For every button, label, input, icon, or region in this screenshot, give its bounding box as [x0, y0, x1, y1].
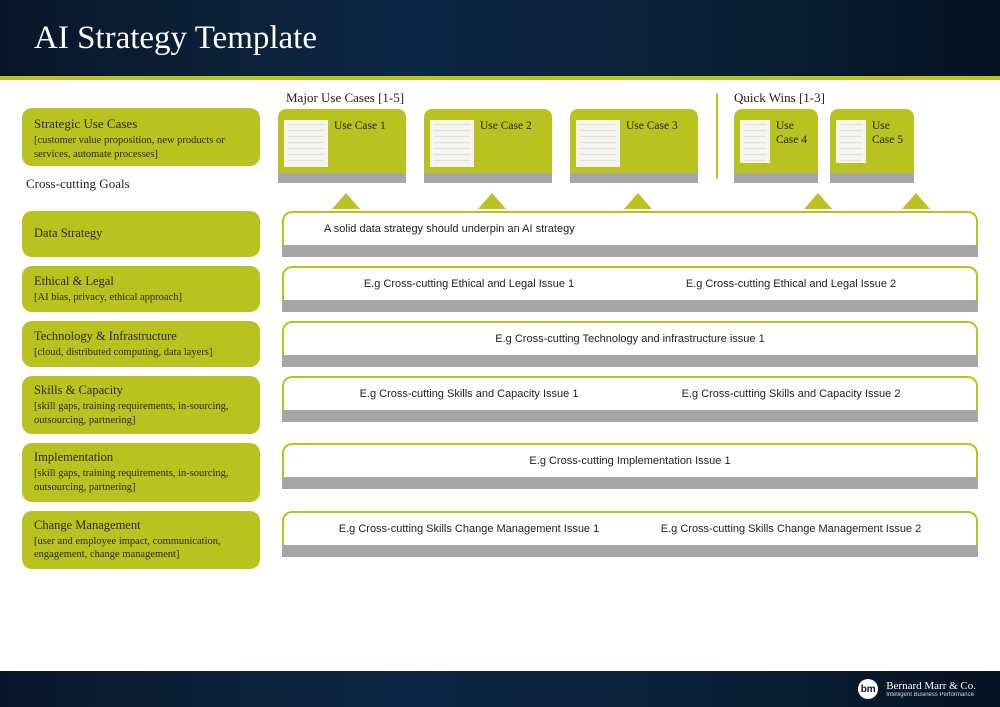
- pill-title: Strategic Use Cases: [34, 116, 248, 132]
- goal-pill: Technology & Infrastructure [cloud, distr…: [22, 321, 260, 367]
- card-shadow: [734, 173, 818, 183]
- goal-item: E.g Cross-cutting Skills and Capacity Is…: [682, 388, 901, 400]
- brand-tagline: Intelligent Business Performance: [886, 692, 976, 698]
- top-row: Strategic Use Cases [customer value prop…: [22, 90, 978, 211]
- goal-item: E.g Cross-cutting Skills Change Manageme…: [339, 523, 599, 535]
- goal-box: A solid data strategy should underpin an…: [282, 211, 978, 245]
- goal-pill: Change Management [user and employee impa…: [22, 511, 260, 569]
- goal-shadow: [282, 410, 978, 422]
- goal-item: E.g Cross-cutting Ethical and Legal Issu…: [686, 278, 896, 290]
- page-footer: bm Bernard Marr & Co. Intelligent Busine…: [0, 671, 1000, 707]
- goal-item: E.g Cross-cutting Skills Change Manageme…: [661, 523, 921, 535]
- goal-content: E.g Cross-cutting Skills Change Manageme…: [282, 511, 978, 569]
- goal-item: A solid data strategy should underpin an…: [324, 223, 575, 235]
- goal-shadow: [282, 545, 978, 557]
- document-icon: [284, 115, 328, 167]
- use-case-card-5: Use Case 5: [830, 109, 914, 173]
- goal-box: E.g Cross-cutting Ethical and Legal Issu…: [282, 266, 978, 300]
- goal-shadow: [282, 245, 978, 257]
- content-area: Strategic Use Cases [customer value prop…: [0, 76, 1000, 671]
- use-case-label: Use Case 5: [866, 109, 914, 148]
- use-case-strip: Use Case 1 Use Case 2 Use Case 3 Use Cas…: [278, 109, 978, 179]
- right-column-top: Major Use Cases [1-5] Quick Wins [1-3] U…: [278, 90, 978, 211]
- major-use-cases-label: Major Use Cases [1-5]: [282, 90, 716, 106]
- goal-subtitle: [skill gaps, training requirements, in-s…: [34, 467, 248, 494]
- goal-subtitle: [skill gaps, training requirements, in-s…: [34, 400, 248, 427]
- up-arrow-icon: [902, 193, 930, 209]
- card-shadow: [424, 173, 552, 183]
- goal-item: E.g Cross-cutting Ethical and Legal Issu…: [364, 278, 574, 290]
- goal-row: Technology & Infrastructure [cloud, distr…: [22, 321, 978, 367]
- use-case-card-2: Use Case 2: [424, 109, 552, 173]
- section-divider: [716, 93, 718, 179]
- document-icon: [836, 115, 866, 163]
- goal-item: E.g Cross-cutting Technology and infrast…: [495, 333, 764, 345]
- goal-title: Skills & Capacity: [34, 383, 248, 398]
- goal-pill: Data Strategy: [22, 211, 260, 257]
- goal-title: Data Strategy: [34, 226, 248, 241]
- goal-row: Ethical & Legal [AI bias, privacy, ethica…: [22, 266, 978, 312]
- up-arrow-icon: [624, 193, 652, 209]
- goal-content: E.g Cross-cutting Implementation Issue 1: [282, 443, 978, 501]
- goal-pill: Ethical & Legal [AI bias, privacy, ethica…: [22, 266, 260, 312]
- goal-pill: Implementation [skill gaps, training requ…: [22, 443, 260, 501]
- goal-content: E.g Cross-cutting Ethical and Legal Issu…: [282, 266, 978, 312]
- card-shadow: [570, 173, 698, 183]
- goal-item: E.g Cross-cutting Skills and Capacity Is…: [360, 388, 579, 400]
- brand-logo: bm Bernard Marr & Co. Intelligent Busine…: [858, 679, 976, 699]
- goal-box: E.g Cross-cutting Implementation Issue 1: [282, 443, 978, 477]
- quick-wins-label: Quick Wins [1-3]: [716, 90, 825, 106]
- goal-pill: Skills & Capacity [skill gaps, training r…: [22, 376, 260, 434]
- up-arrow-icon: [478, 193, 506, 209]
- goal-content: A solid data strategy should underpin an…: [282, 211, 978, 257]
- page-title: AI Strategy Template: [34, 20, 317, 57]
- left-column-top: Strategic Use Cases [customer value prop…: [22, 90, 278, 196]
- up-arrow-icon: [332, 193, 360, 209]
- goal-title: Implementation: [34, 450, 248, 465]
- goal-box: E.g Cross-cutting Technology and infrast…: [282, 321, 978, 355]
- goal-subtitle: [cloud, distributed computing, data laye…: [34, 346, 248, 360]
- use-case-card-3: Use Case 3: [570, 109, 698, 173]
- use-case-label: Use Case 3: [620, 109, 682, 133]
- card-shadow: [278, 173, 406, 183]
- logo-text-block: Bernard Marr & Co. Intelligent Business …: [886, 681, 976, 698]
- use-case-label: Use Case 2: [474, 109, 536, 133]
- section-headers: Major Use Cases [1-5] Quick Wins [1-3]: [282, 90, 978, 106]
- page-header: AI Strategy Template: [0, 0, 1000, 76]
- goal-shadow: [282, 300, 978, 312]
- goal-title: Ethical & Legal: [34, 274, 248, 289]
- use-case-card-1: Use Case 1: [278, 109, 406, 173]
- up-arrow-icon: [804, 193, 832, 209]
- card-shadow: [830, 173, 914, 183]
- use-case-label: Use Case 1: [328, 109, 390, 133]
- goal-content: E.g Cross-cutting Technology and infrast…: [282, 321, 978, 367]
- goal-title: Change Management: [34, 518, 248, 533]
- goal-row: Implementation [skill gaps, training requ…: [22, 443, 978, 501]
- goal-subtitle: [AI bias, privacy, ethical approach]: [34, 291, 248, 305]
- goal-title: Technology & Infrastructure: [34, 329, 248, 344]
- document-icon: [576, 115, 620, 167]
- goal-row: Skills & Capacity [skill gaps, training r…: [22, 376, 978, 434]
- use-case-card-4: Use Case 4: [734, 109, 818, 173]
- goal-row: Data Strategy A solid data strategy shoul…: [22, 211, 978, 257]
- goal-item: E.g Cross-cutting Implementation Issue 1: [529, 455, 730, 467]
- goal-shadow: [282, 355, 978, 367]
- use-case-label: Use Case 4: [770, 109, 818, 148]
- goal-row: Change Management [user and employee impa…: [22, 511, 978, 569]
- arrows-row: [282, 193, 978, 211]
- strategic-use-cases-pill: Strategic Use Cases [customer value prop…: [22, 108, 260, 166]
- goal-subtitle: [user and employee impact, communication…: [34, 535, 248, 562]
- cross-cutting-label: Cross-cutting Goals: [26, 176, 278, 192]
- goal-box: E.g Cross-cutting Skills and Capacity Is…: [282, 376, 978, 410]
- brand-name: Bernard Marr & Co.: [886, 681, 976, 692]
- goal-shadow: [282, 477, 978, 489]
- goals-container: Data Strategy A solid data strategy shoul…: [22, 211, 978, 569]
- logo-mark-icon: bm: [858, 679, 878, 699]
- goal-box: E.g Cross-cutting Skills Change Manageme…: [282, 511, 978, 545]
- document-icon: [430, 115, 474, 167]
- goal-content: E.g Cross-cutting Skills and Capacity Is…: [282, 376, 978, 434]
- document-icon: [740, 115, 770, 163]
- pill-subtitle: [customer value proposition, new product…: [34, 134, 248, 161]
